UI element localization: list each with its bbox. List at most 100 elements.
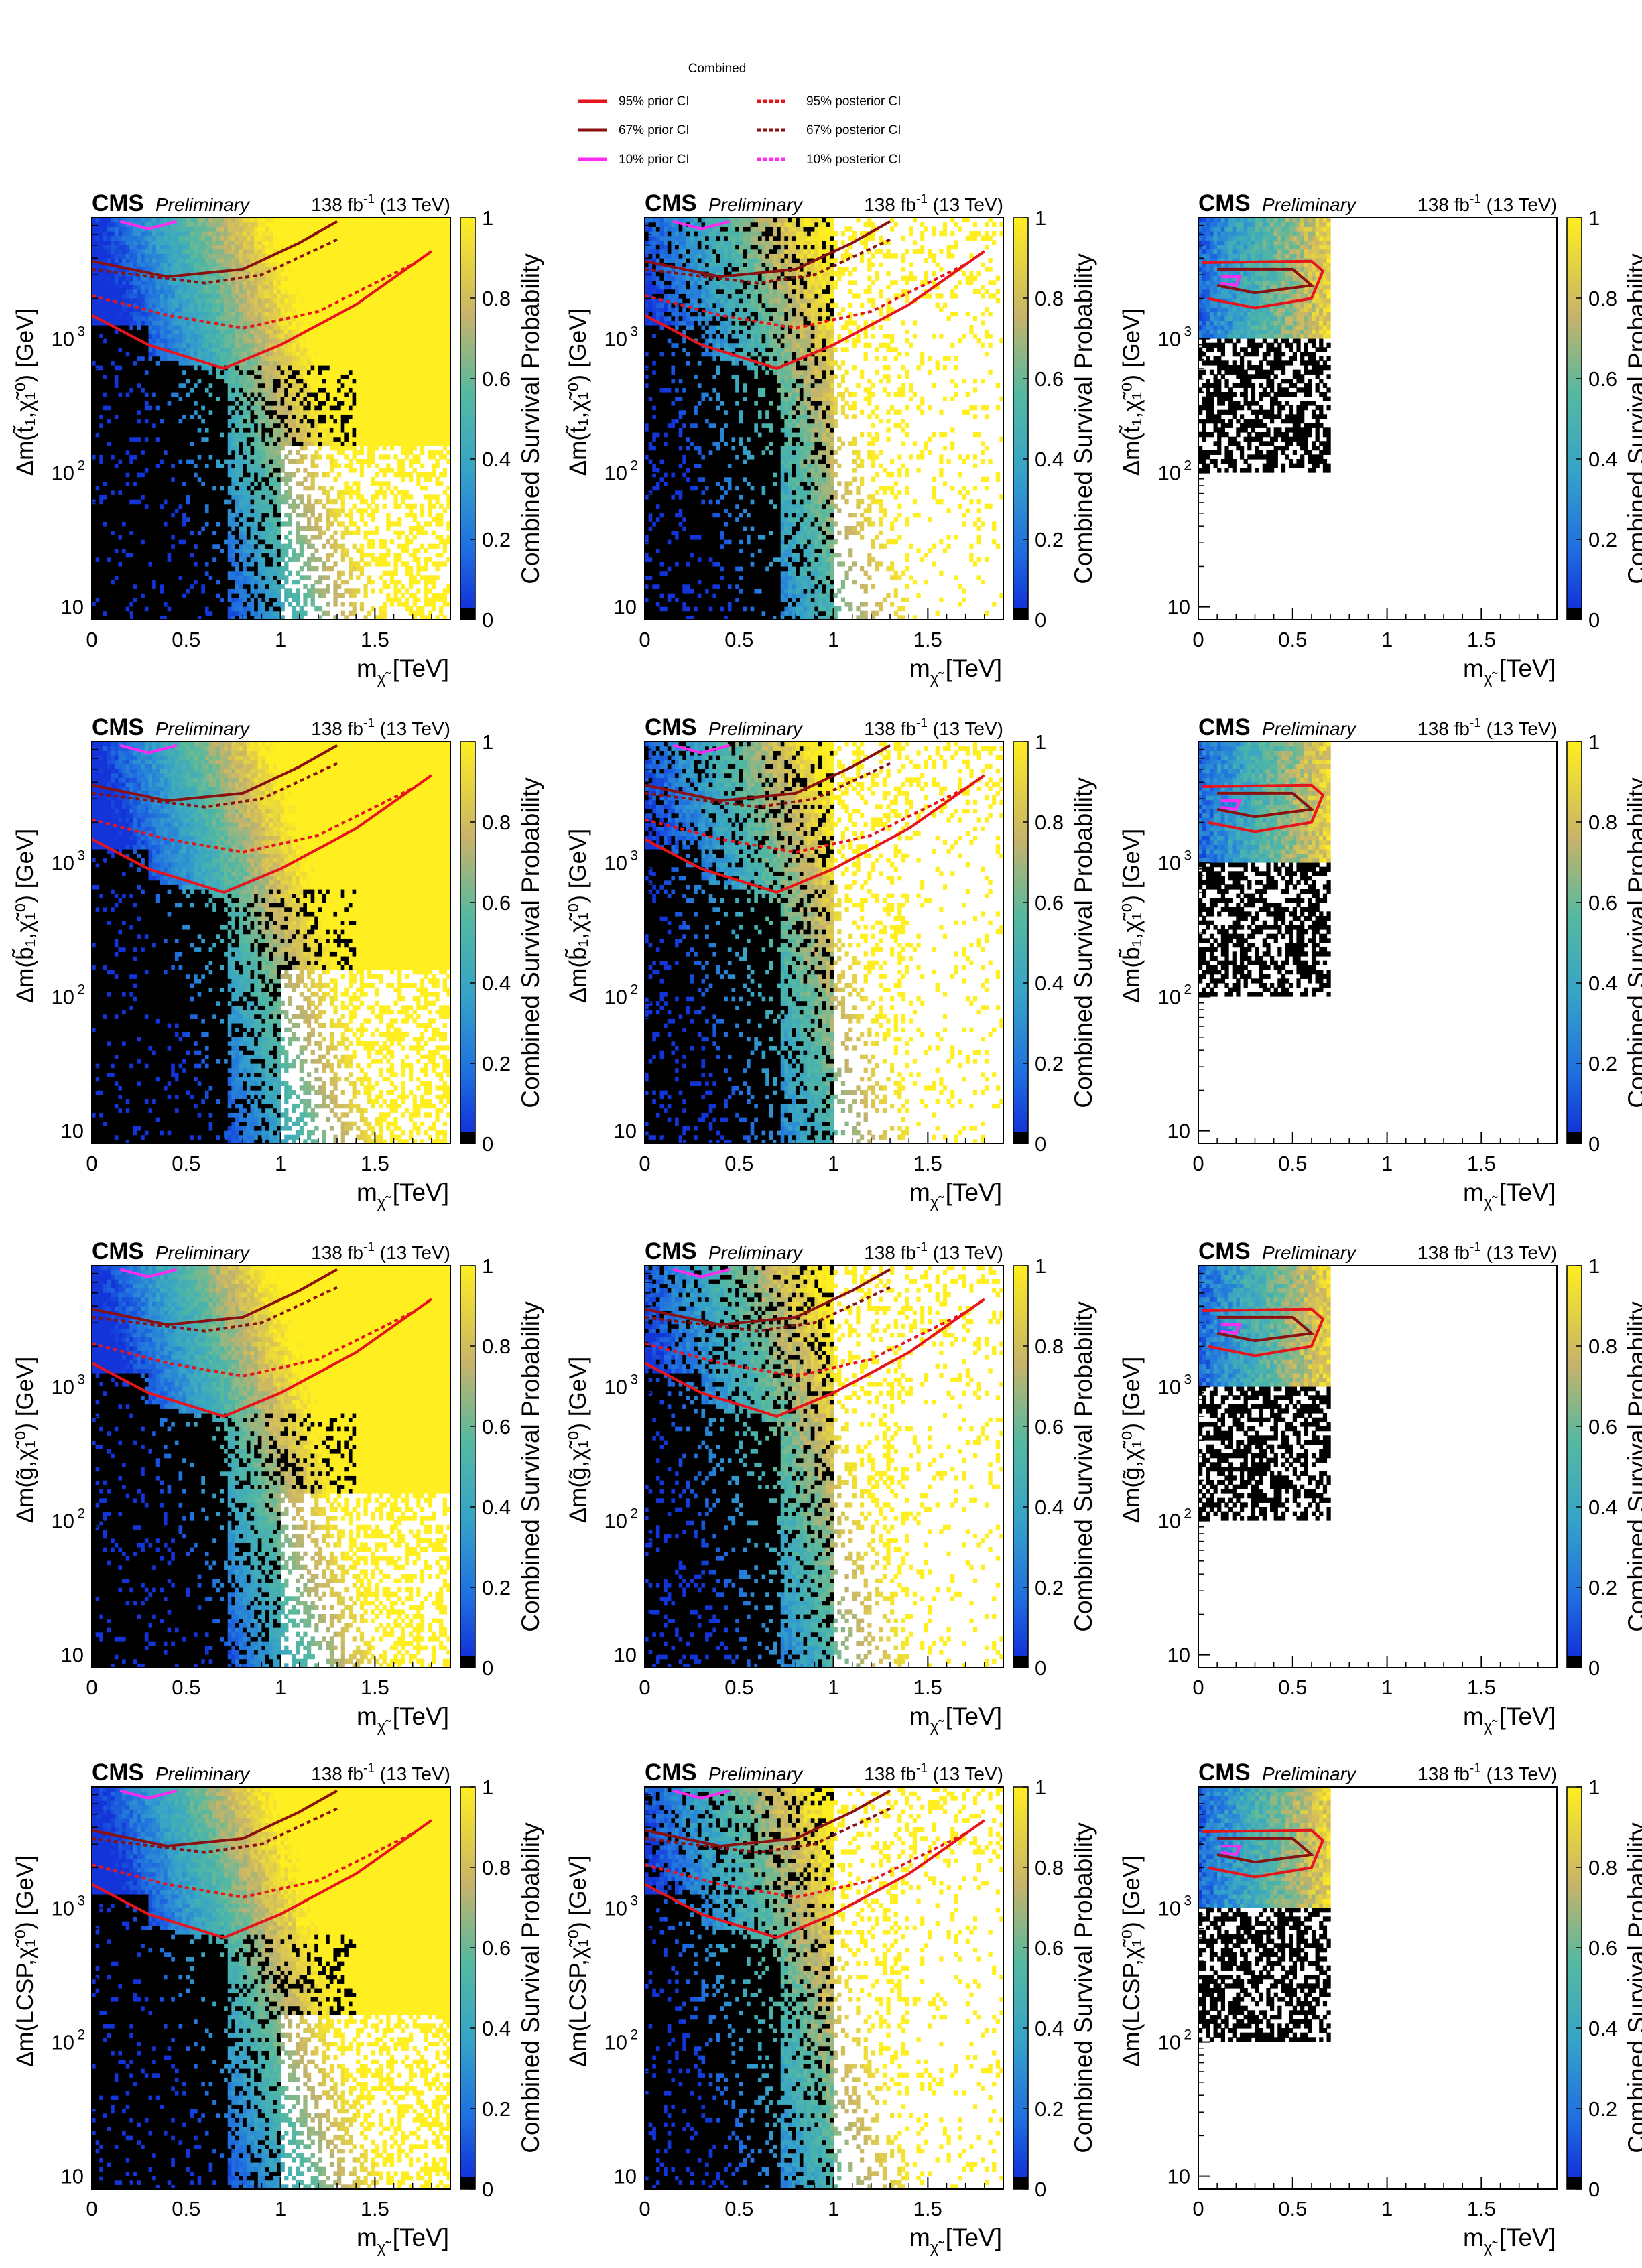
x-tick-label: 0.5 <box>172 628 200 651</box>
z-tick-label: 0.6 <box>1588 891 1617 915</box>
x-tick-label: 0 <box>639 2197 650 2220</box>
plot-header: CMS Preliminary 138 fb-1 (13 TeV) <box>92 1759 450 1786</box>
y-axis-title: Δm(g̃,χ̃₁⁰) [GeV] <box>1119 1357 1145 1523</box>
legend-title: Combined <box>688 62 747 76</box>
x-tick-label: 0.5 <box>1278 628 1307 651</box>
z-tick-label: 1 <box>482 730 493 754</box>
lumi-label: 138 fb-1 (13 TeV) <box>1417 716 1557 739</box>
z-tick-label: 1 <box>1588 206 1600 230</box>
x-tick-label: 0 <box>86 1152 97 1175</box>
lumi-label: 138 fb-1 (13 TeV) <box>1417 1240 1557 1263</box>
z-tick-label: 1 <box>482 1254 493 1278</box>
x-axis-title: mχ̃ [TeV] <box>1463 2224 1556 2257</box>
z-tick-label: 0.4 <box>482 972 511 995</box>
preliminary-label: Preliminary <box>1262 194 1357 215</box>
z-tick-label: 0 <box>1588 2178 1600 2201</box>
z-tick-label: 0.6 <box>1588 1936 1617 1960</box>
x-tick-label: 1 <box>828 2197 839 2220</box>
x-axis-title: mχ̃ [TeV] <box>909 2224 1002 2257</box>
x-axis-title: mχ̃ [TeV] <box>357 2224 449 2257</box>
z-tick-label: 0.8 <box>482 1335 511 1358</box>
plot-header: CMS Preliminary 138 fb-1 (13 TeV) <box>645 1759 1003 1786</box>
z-tick-label: 0.8 <box>1588 1335 1617 1358</box>
y-tick-label: 10 <box>614 1120 637 1143</box>
x-tick-label: 1 <box>828 1152 839 1175</box>
plot-header: CMS Preliminary 138 fb-1 (13 TeV) <box>92 1238 450 1264</box>
z-axis-title: Combined Survival Probability <box>517 1822 544 2153</box>
x-tick-label: 1 <box>828 628 839 651</box>
z-tick-label: 0.2 <box>1588 1576 1617 1599</box>
z-tick-label: 0.6 <box>1035 891 1064 915</box>
x-tick-label: 1 <box>275 2197 286 2220</box>
z-tick-label: 0.4 <box>482 2017 511 2040</box>
x-tick-label: 1.5 <box>361 2197 389 2220</box>
cms-label: CMS <box>1198 714 1251 740</box>
y-tick-label: 10 <box>52 328 74 351</box>
x-tick-label: 1 <box>275 1152 286 1175</box>
heatmap-cells <box>1198 1266 1331 1521</box>
y-tick-label: 10 <box>1167 2165 1190 2188</box>
cms-label: CMS <box>92 1238 144 1264</box>
heatmap-cells <box>92 1787 451 2190</box>
z-axis-title: Combined Survival Probability <box>517 1301 544 1632</box>
x-tick-label: 0.5 <box>172 2197 200 2220</box>
preliminary-label: Preliminary <box>1262 1763 1357 1784</box>
lumi-label: 138 fb-1 (13 TeV) <box>311 1240 450 1263</box>
z-tick-label: 0.6 <box>1588 1415 1617 1439</box>
heatmap-cells <box>92 218 451 620</box>
x-tick-label: 0.5 <box>724 1676 753 1699</box>
legend-entry-67-posterior: 67% posterior CI <box>757 123 901 137</box>
plot-header: CMS Preliminary 138 fb-1 (13 TeV) <box>92 190 450 216</box>
z-axis-title: Combined Survival Probability <box>1070 1822 1097 2153</box>
x-tick-label: 1.5 <box>913 628 942 651</box>
z-tick-label: 1 <box>1588 1254 1600 1278</box>
y-tick-label: 10 <box>614 2165 637 2188</box>
preliminary-label: Preliminary <box>708 1763 804 1784</box>
z-tick-label: 0.8 <box>1035 287 1064 310</box>
preliminary-label: Preliminary <box>155 1242 251 1263</box>
z-axis-title: Combined Survival Probability <box>1070 253 1097 584</box>
y-tick-label: 10 <box>605 852 627 875</box>
y-tick-label: 10 <box>605 2031 627 2054</box>
y-tick-label: 10 <box>52 986 74 1009</box>
x-tick-label: 1 <box>275 628 286 651</box>
preliminary-label: Preliminary <box>1262 718 1357 739</box>
y-tick-label: 10 <box>605 1510 627 1533</box>
y-axis-title: Δm(b̃₁,χ̃₁⁰) [GeV] <box>11 829 38 1003</box>
z-tick-label: 0.4 <box>1588 1495 1617 1519</box>
z-tick-label: 0.4 <box>1035 448 1064 471</box>
preliminary-label: Preliminary <box>1262 1242 1357 1263</box>
z-tick-label: 0.8 <box>1588 1856 1617 1879</box>
cms-label: CMS <box>645 714 697 740</box>
plot-header: CMS Preliminary 138 fb-1 (13 TeV) <box>645 714 1003 740</box>
z-tick-label: 0.2 <box>1035 2097 1064 2121</box>
x-tick-label: 0 <box>1192 2197 1204 2220</box>
y-tick-label: 10 <box>605 462 627 485</box>
y-tick-label: 10 <box>1167 1644 1190 1667</box>
z-tick-label: 0.4 <box>1588 2017 1617 2040</box>
y-tick-label: 10 <box>52 1376 74 1399</box>
z-tick-label: 0.2 <box>482 2097 511 2121</box>
y-tick-label: 10 <box>1158 1376 1181 1399</box>
x-axis-title: mχ̃ [TeV] <box>1463 655 1556 687</box>
lumi-label: 138 fb-1 (13 TeV) <box>864 1240 1003 1263</box>
x-axis-title: mχ̃ [TeV] <box>909 1179 1002 1211</box>
z-tick-label: 1 <box>1035 730 1046 754</box>
z-tick-label: 0.8 <box>1035 1856 1064 1879</box>
figure: Combined 95% prior CI 67% prior CI 10% p… <box>0 0 1642 2268</box>
x-tick-label: 1.5 <box>913 1676 942 1699</box>
x-tick-label: 1.5 <box>361 1152 389 1175</box>
y-tick-label: 10 <box>52 852 74 875</box>
x-tick-label: 0 <box>86 1676 97 1699</box>
x-tick-label: 0 <box>86 2197 97 2220</box>
z-axis-title: Combined Survival Probability <box>517 253 544 584</box>
z-axis-title: Combined Survival Probability <box>1070 1301 1097 1632</box>
